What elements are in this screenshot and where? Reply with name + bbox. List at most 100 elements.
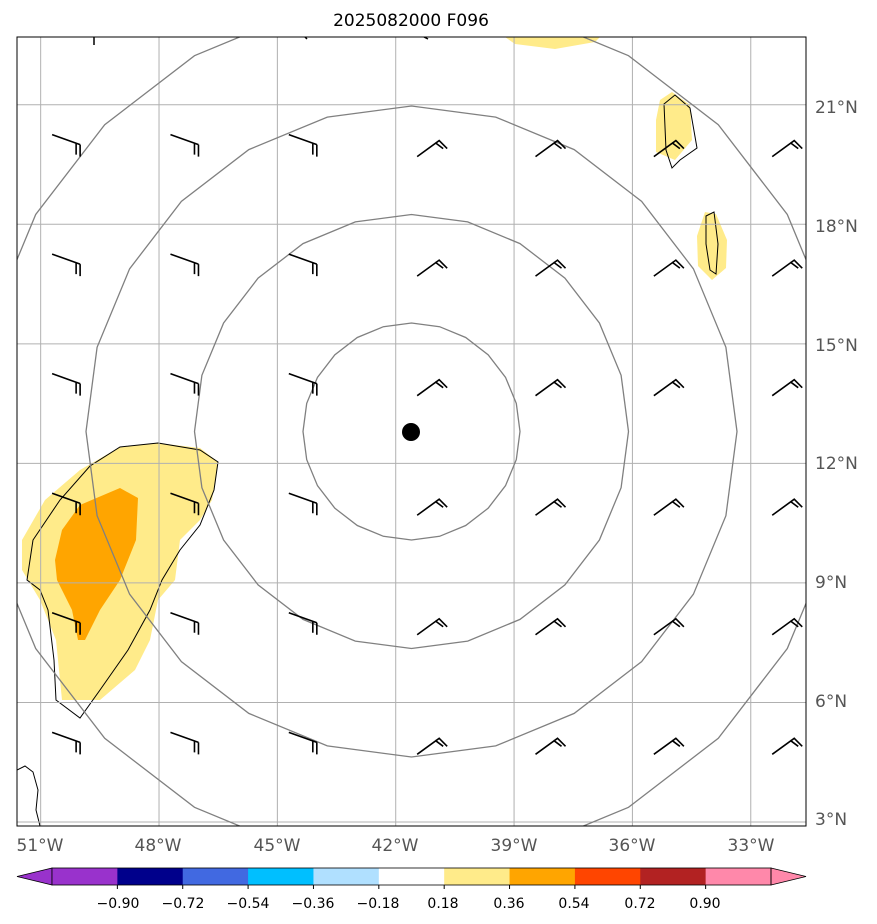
colorbar-segment xyxy=(248,868,314,885)
wind-barb xyxy=(535,617,567,636)
wind-barb xyxy=(51,612,81,635)
wind-barbs xyxy=(51,133,803,755)
map-panel xyxy=(17,37,806,826)
wind-barb xyxy=(535,498,567,516)
colorbar-frame xyxy=(51,867,772,886)
colorbar-segment xyxy=(705,868,772,885)
storm-center-marker xyxy=(402,423,420,441)
wind-barb xyxy=(51,731,81,755)
wind-barb xyxy=(416,378,448,397)
anomaly-region-orange-west xyxy=(55,488,138,640)
wind-barb xyxy=(653,498,685,516)
wind-barb xyxy=(288,731,318,755)
colorbar-tick-label: 0.54 xyxy=(558,896,589,912)
colorbar-segment xyxy=(574,868,641,885)
wind-barb xyxy=(771,378,803,397)
wind-barb xyxy=(416,498,448,516)
colorbar-segment xyxy=(313,868,380,885)
colorbar-tick-label: −0.72 xyxy=(162,896,205,912)
coastline-ne2 xyxy=(705,211,719,275)
wind-barb xyxy=(170,133,200,157)
wind-barb xyxy=(170,372,200,396)
range-ring xyxy=(302,322,521,541)
map-frame xyxy=(16,36,807,827)
wind-barb xyxy=(535,378,567,397)
wind-barb xyxy=(653,617,685,636)
lat-axis: 3°N 6°N 9°N 12°N 15°N 18°N 21°N xyxy=(815,98,858,830)
wind-barb xyxy=(771,737,803,755)
colorbar-tick-label: −0.90 xyxy=(97,896,140,912)
colorbar-extend-high xyxy=(770,867,807,886)
wind-barb xyxy=(51,492,81,516)
colorbar-segment xyxy=(509,868,576,885)
colorbar-tick-label: 0.18 xyxy=(427,896,458,912)
colorbar-extend-low xyxy=(16,867,53,886)
anomaly-shading xyxy=(22,37,727,700)
wind-barb xyxy=(653,139,685,158)
wind-barb xyxy=(653,259,685,277)
wind-barb xyxy=(535,259,567,277)
lon-label: 48°W xyxy=(135,836,182,856)
lat-label: 12°N xyxy=(815,454,858,474)
anomaly-region-yellow-top xyxy=(505,37,600,49)
range-ring xyxy=(17,37,806,826)
wind-barb xyxy=(771,617,803,636)
lat-label: 3°N xyxy=(815,810,847,830)
coastline-sw xyxy=(17,765,41,826)
range-ring xyxy=(85,105,738,758)
range-ring xyxy=(193,213,630,650)
colorbar-segment xyxy=(52,868,118,885)
anomaly-region-yellow-ne2 xyxy=(697,212,727,280)
wind-barb xyxy=(170,492,200,516)
wind-barb xyxy=(288,372,318,396)
coastlines xyxy=(17,94,719,826)
wind-barb xyxy=(288,612,318,635)
wind-barb xyxy=(416,617,448,636)
range-rings xyxy=(17,37,806,826)
lon-label: 33°W xyxy=(728,836,775,856)
lon-label: 36°W xyxy=(609,836,656,856)
colorbar-segment xyxy=(182,868,249,885)
wind-barb xyxy=(771,498,803,516)
wind-barb xyxy=(653,378,685,397)
lon-label: 45°W xyxy=(254,836,301,856)
colorbar-tick-label: 0.90 xyxy=(689,896,720,912)
colorbar-tick-label: 0.72 xyxy=(624,896,655,912)
wind-barb xyxy=(288,253,318,277)
wind-barb xyxy=(771,259,803,277)
colorbar xyxy=(16,867,807,889)
colorbar-segment xyxy=(640,868,707,885)
colorbar-tick-label: −0.36 xyxy=(292,896,335,912)
wind-barb xyxy=(535,139,567,158)
lon-axis: 51°W 48°W 45°W 42°W 39°W 36°W 33°W xyxy=(17,836,775,856)
lon-label: 42°W xyxy=(372,836,419,856)
wind-barb xyxy=(51,253,81,277)
lon-label: 39°W xyxy=(491,836,538,856)
wind-barb xyxy=(416,737,448,755)
lat-lon-gridlines xyxy=(17,37,806,826)
colorbar-segment xyxy=(117,868,184,885)
wind-barb xyxy=(653,737,685,755)
colorbar-segment xyxy=(444,868,511,885)
lat-label: 15°N xyxy=(815,336,858,356)
lat-label: 18°N xyxy=(815,217,858,237)
wind-barb xyxy=(535,737,567,755)
wind-barb xyxy=(170,612,200,635)
wind-barb xyxy=(288,492,318,516)
wind-barb xyxy=(51,133,81,157)
colorbar-tick-label: −0.54 xyxy=(227,896,270,912)
wind-barb xyxy=(170,731,200,755)
lat-label: 9°N xyxy=(815,573,847,593)
lat-label: 6°N xyxy=(815,692,847,712)
colorbar-tick-label: −0.18 xyxy=(357,896,400,912)
wind-barb xyxy=(288,133,318,157)
wind-barb xyxy=(416,139,448,158)
wind-barb xyxy=(51,372,81,396)
anomaly-region-yellow-ne1 xyxy=(656,92,692,160)
coastline-west xyxy=(26,442,219,719)
map-title: 2025082000 F096 xyxy=(333,11,489,31)
lon-label: 51°W xyxy=(17,836,64,856)
wind-barb xyxy=(170,253,200,277)
colorbar-segment xyxy=(378,868,445,885)
